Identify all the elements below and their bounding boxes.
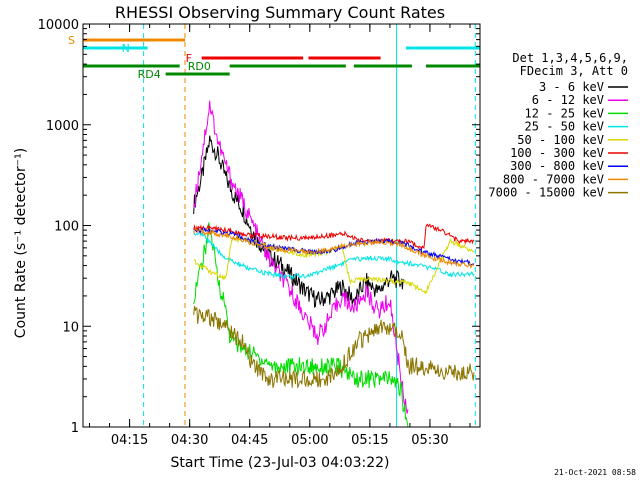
x-tick-label-1: 04:30	[171, 433, 208, 448]
flag-label-s: S	[68, 34, 75, 47]
legend-label-6: 100 - 300 keV	[510, 146, 604, 160]
flag-label-n: N	[122, 42, 130, 55]
legend-header-1: FDecim 3, Att 0	[520, 64, 628, 78]
axes: 04:15 04:30 04:45 05:00 05:15 05:30 1 10 100 1000…	[38, 18, 481, 448]
legend-label-9: 7000 - 15000 keV	[488, 186, 604, 200]
series-line-7	[193, 227, 475, 266]
flag-label-rd0: RD0	[188, 60, 211, 73]
x-tick-label-3: 05:00	[291, 433, 328, 448]
x-axis-label: Start Time (23-Jul-03 04:03:22)	[170, 455, 389, 471]
legend-label-1: 3 - 6 keV	[539, 80, 604, 94]
y-tick-label-2: 100	[54, 220, 79, 235]
y-axis-label: Count Rate (s⁻¹ detector⁻¹)	[13, 148, 29, 338]
y-tick-label-3: 1000	[46, 119, 79, 134]
legend-label-5: 50 - 100 keV	[517, 133, 604, 147]
series-line-1	[193, 135, 405, 308]
x-tick-label-0: 04:15	[111, 433, 148, 448]
chart-title: RHESSI Observing Summary Count Rates	[115, 3, 445, 22]
series-line-2	[193, 100, 409, 414]
legend-label-8: 800 - 7000 keV	[503, 172, 604, 186]
legend-label-4: 25 - 50 keV	[525, 120, 604, 134]
flag-label-f: F	[186, 52, 192, 65]
data-series	[193, 100, 475, 428]
x-tick-label-4: 05:15	[351, 433, 388, 448]
series-line-9	[193, 305, 475, 389]
y-tick-label-1: 10	[62, 320, 79, 335]
legend: Det 1,3,4,5,6,9,FDecim 3, Att 0 3 - 6 keV…	[488, 51, 628, 200]
y-tick-label-0: 1	[71, 421, 79, 436]
x-tick-label-5: 05:30	[411, 433, 448, 448]
series-line-4	[193, 230, 475, 281]
y-tick-label-4: 10000	[38, 18, 79, 33]
series-line-3	[193, 222, 409, 428]
x-tick-label-2: 04:45	[231, 433, 268, 448]
flag-label-rd4: RD4	[138, 68, 161, 81]
series-line-8	[193, 228, 475, 269]
legend-label-7: 300 - 800 keV	[510, 159, 604, 173]
timestamp: 21-Oct-2021 08:58	[554, 468, 636, 477]
series-line-6	[193, 223, 475, 251]
legend-label-3: 12 - 25 keV	[525, 106, 604, 120]
legend-header-0: Det 1,3,4,5,6,9,	[512, 51, 628, 65]
legend-label-2: 6 - 12 keV	[532, 93, 604, 107]
